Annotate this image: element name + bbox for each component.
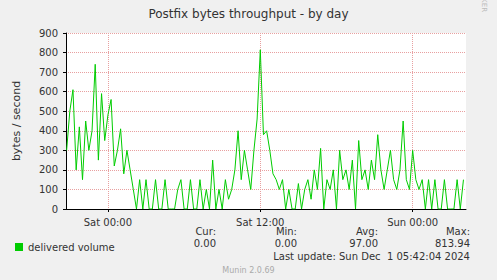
svg-text:97.00: 97.00	[349, 238, 378, 249]
svg-text:0.00: 0.00	[194, 238, 216, 249]
svg-text:700: 700	[39, 67, 58, 78]
svg-text:600: 600	[39, 86, 58, 97]
svg-text:800: 800	[39, 47, 58, 58]
svg-text:Cur:: Cur:	[195, 226, 216, 237]
svg-text:0.00: 0.00	[275, 238, 297, 249]
svg-text:bytes / second: bytes / second	[10, 81, 23, 161]
svg-text:Sun 00:00: Sun 00:00	[387, 217, 438, 228]
svg-text:500: 500	[39, 106, 58, 117]
svg-text:Avg:: Avg:	[356, 226, 378, 237]
svg-text:0: 0	[52, 204, 58, 215]
svg-text:Sat 00:00: Sat 00:00	[84, 217, 132, 228]
svg-text:813.94: 813.94	[435, 238, 470, 249]
svg-text:200: 200	[39, 164, 58, 175]
svg-text:400: 400	[39, 125, 58, 136]
svg-text:100: 100	[39, 184, 58, 195]
svg-text:Postfix bytes throughput - by: Postfix bytes throughput - by day	[148, 7, 348, 21]
svg-text:Max:: Max:	[446, 226, 470, 237]
svg-text:Min:: Min:	[275, 225, 297, 237]
svg-text:delivered volume: delivered volume	[28, 242, 115, 253]
svg-text:300: 300	[39, 145, 58, 156]
svg-text:900: 900	[39, 28, 58, 39]
svg-text:Munin 2.0.69: Munin 2.0.69	[222, 266, 274, 275]
svg-text:Last update: Sun Dec 1 05:42:: Last update: Sun Dec 1 05:42:04 2024	[273, 251, 470, 262]
svg-text:RRDTOOL / TOBI OETIKER: RRDTOOL / TOBI OETIKER	[480, 0, 488, 12]
svg-text:Sat 12:00: Sat 12:00	[236, 217, 284, 228]
